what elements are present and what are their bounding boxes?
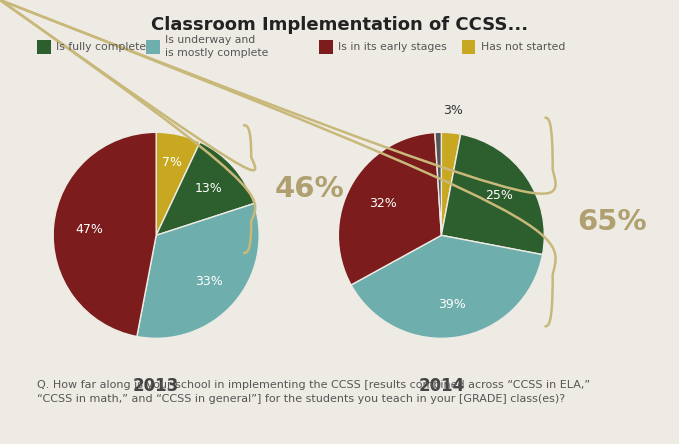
Wedge shape: [137, 203, 259, 338]
Text: Is in its early stages: Is in its early stages: [338, 42, 447, 52]
Wedge shape: [156, 142, 254, 235]
Text: Is fully complete: Is fully complete: [56, 42, 147, 52]
Text: 32%: 32%: [369, 197, 397, 210]
Text: 65%: 65%: [577, 208, 647, 236]
Wedge shape: [156, 132, 200, 235]
Text: 2014: 2014: [418, 377, 464, 396]
Text: 7%: 7%: [162, 156, 183, 170]
Text: “CCSS in math,” and “CCSS in general”] for the students you teach in your [GRADE: “CCSS in math,” and “CCSS in general”] f…: [37, 394, 566, 404]
Wedge shape: [351, 235, 543, 338]
Text: Q. How far along is your school in implementing the CCSS [results combined acros: Q. How far along is your school in imple…: [37, 380, 591, 390]
Text: Classroom Implementation of CCSS...: Classroom Implementation of CCSS...: [151, 16, 528, 34]
Text: 13%: 13%: [195, 182, 223, 195]
Text: 25%: 25%: [485, 190, 513, 202]
Text: Is underway and
is mostly complete: Is underway and is mostly complete: [165, 36, 268, 58]
Text: 2013: 2013: [133, 377, 179, 396]
Wedge shape: [338, 132, 441, 285]
Text: Has not started: Has not started: [481, 42, 565, 52]
Text: 46%: 46%: [275, 175, 345, 203]
Wedge shape: [53, 132, 156, 337]
Wedge shape: [441, 132, 460, 235]
Text: 33%: 33%: [195, 275, 223, 288]
Text: 3%: 3%: [443, 104, 463, 117]
Text: 47%: 47%: [75, 222, 103, 235]
Wedge shape: [435, 132, 441, 235]
Wedge shape: [441, 134, 545, 254]
Text: 39%: 39%: [439, 298, 466, 311]
